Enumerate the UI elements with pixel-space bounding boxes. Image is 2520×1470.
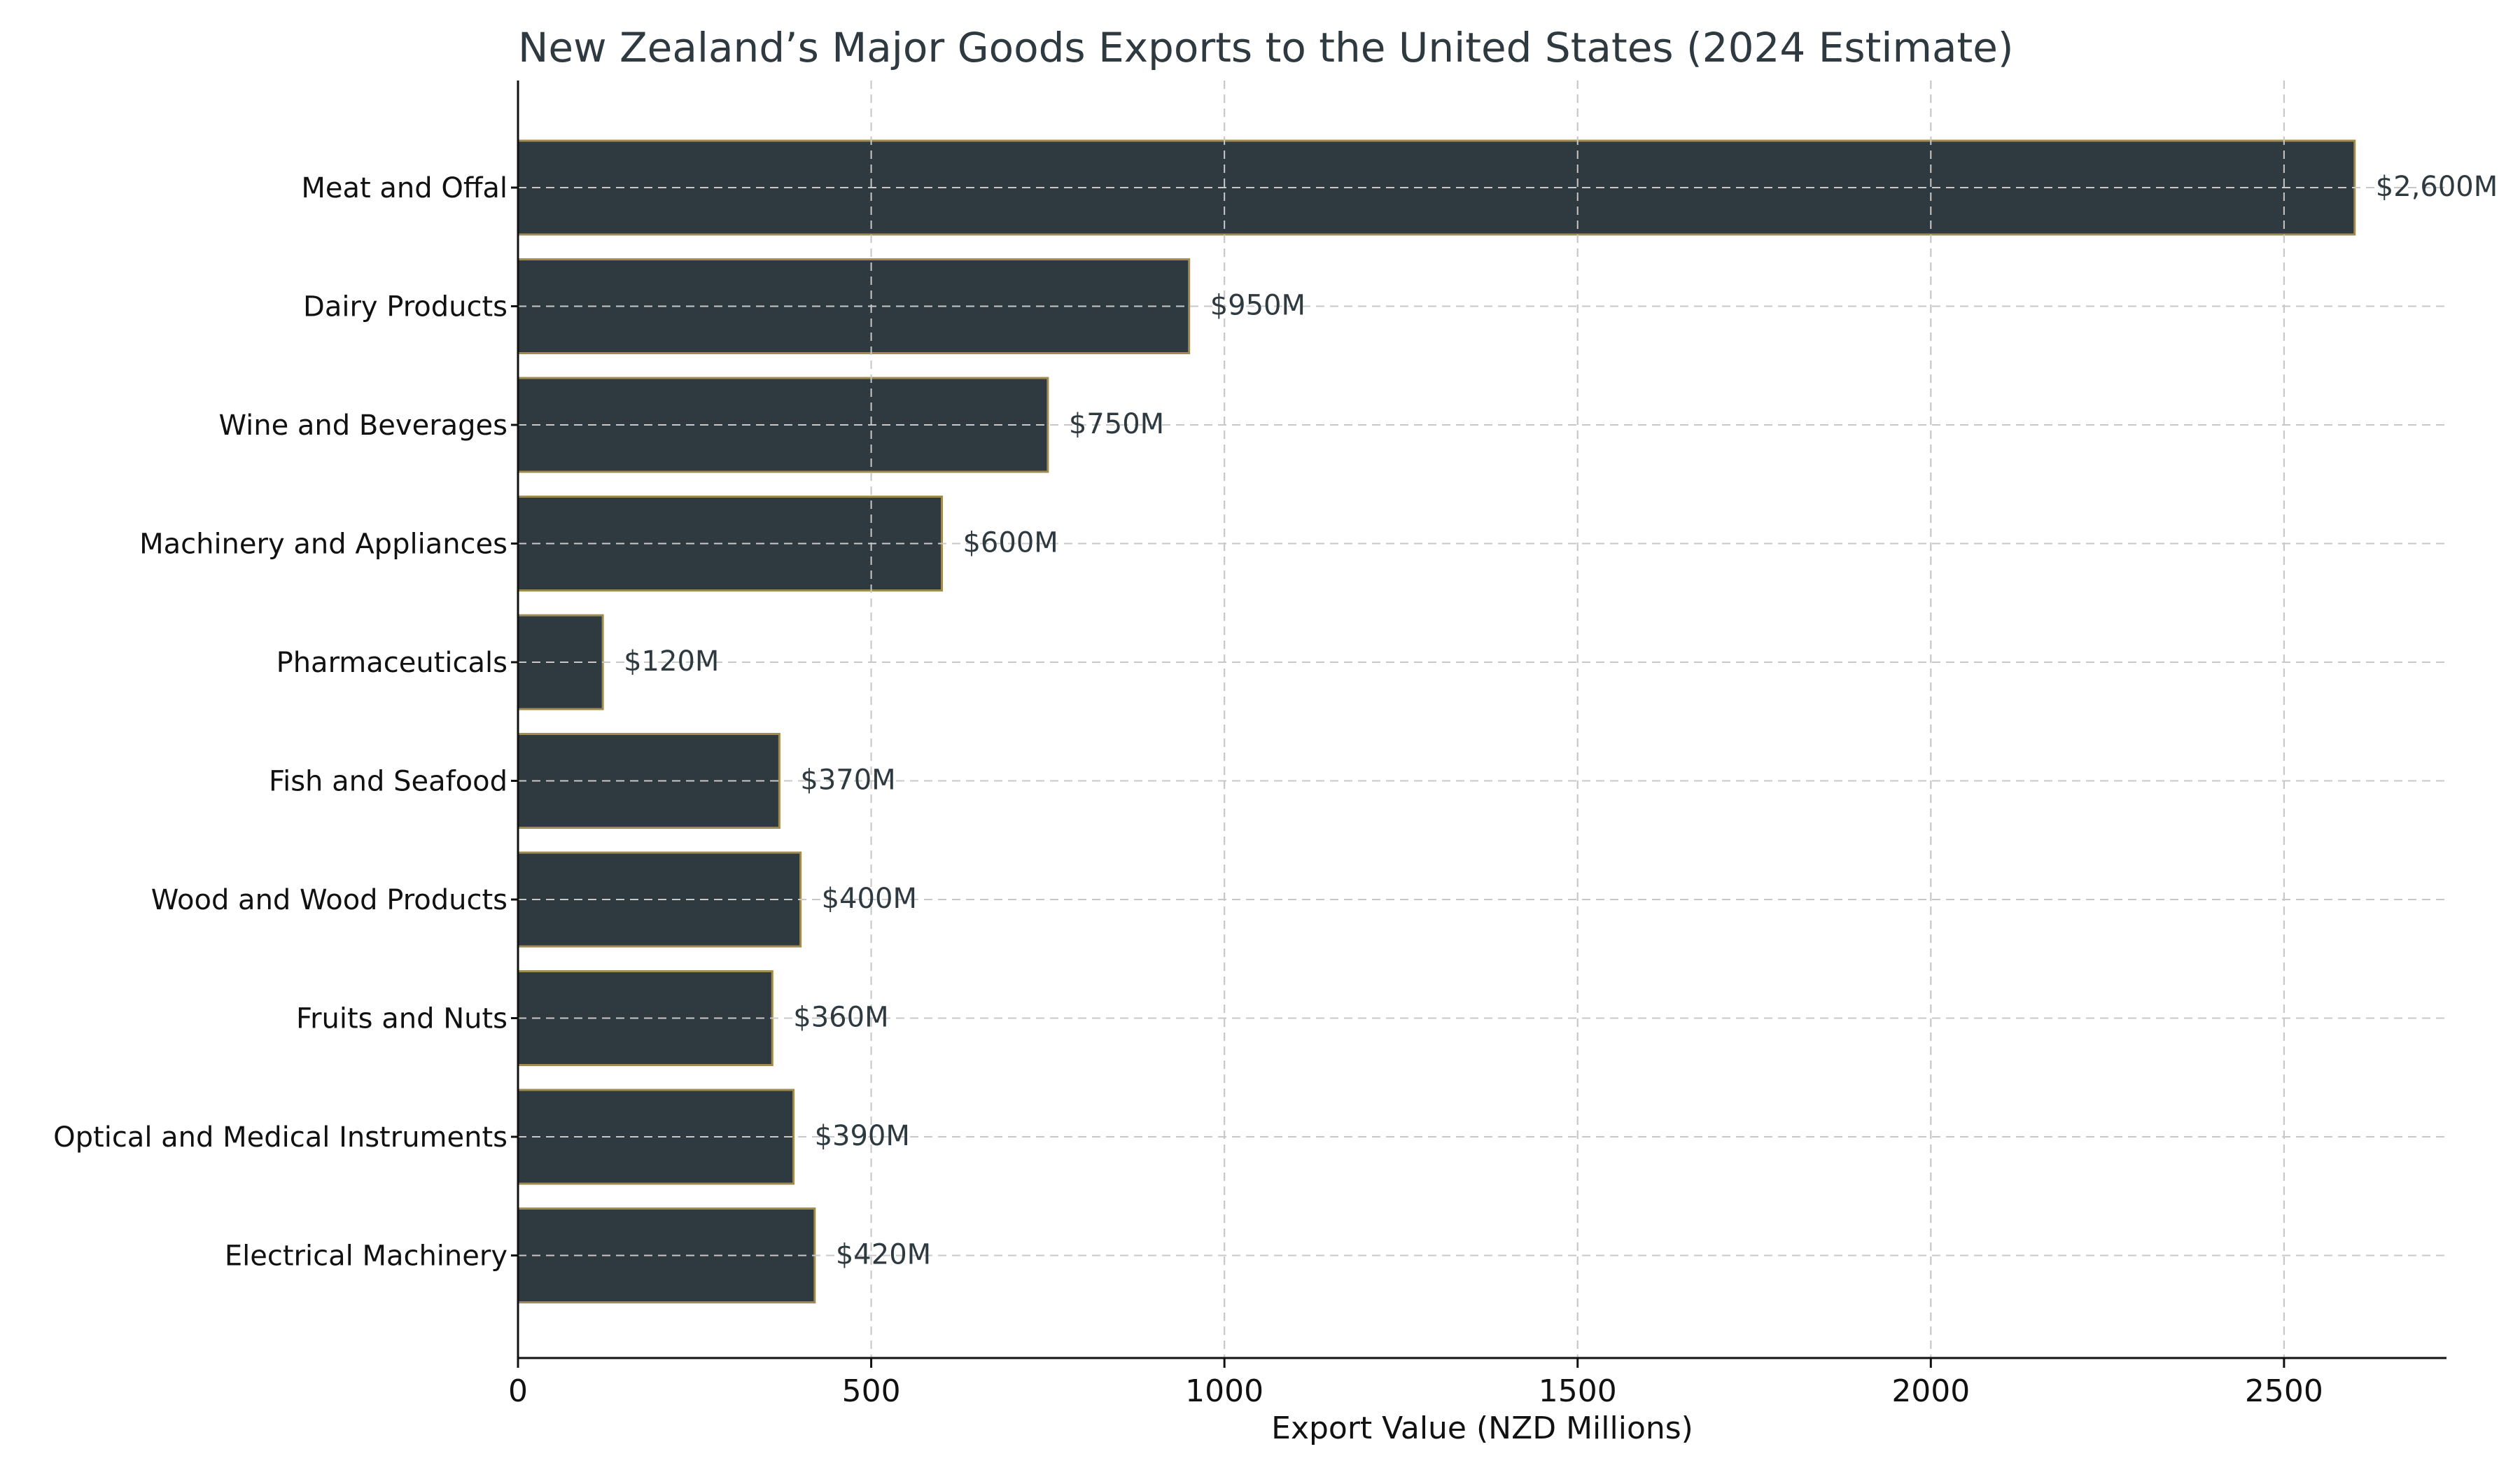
y-tick-label: Fish and Seafood (269, 766, 507, 798)
data-label: $750M (1069, 408, 1164, 440)
data-label: $420M (836, 1239, 931, 1271)
y-tick-label: Optical and Medical Instruments (53, 1121, 507, 1154)
x-tick-label: 500 (842, 1373, 901, 1409)
data-label: $360M (793, 1002, 888, 1034)
data-label: $600M (962, 527, 1058, 559)
x-tick-label: 2000 (1891, 1373, 1970, 1409)
data-label: $370M (800, 764, 895, 797)
data-label: $400M (822, 883, 917, 915)
bar (517, 1088, 795, 1185)
labels-layer: Meat and Offal $2,600M Dairy Products $950M… (53, 171, 2498, 1273)
data-label: $120M (624, 645, 719, 678)
x-axis-title: Export Value (NZD Millions) (1271, 1410, 1693, 1446)
x-tick-label: 1000 (1185, 1373, 1264, 1409)
y-tick-label: Wine and Beverages (218, 410, 507, 442)
x-tick-label: 1500 (1539, 1373, 1617, 1409)
y-tick-label: Fruits and Nuts (296, 1003, 507, 1035)
grid-overlay (870, 80, 2285, 1358)
y-tick-label: Wood and Wood Products (151, 884, 507, 916)
bars-layer (517, 139, 2356, 1303)
chart-title: New Zealand’s Major Goods Exports to the… (518, 24, 2014, 71)
bar (517, 258, 1191, 354)
y-tick-label: Machinery and Appliances (139, 528, 507, 561)
y-tick-label: Dairy Products (303, 291, 507, 323)
y-tick-label: Meat and Offal (301, 172, 507, 204)
data-label: $950M (1210, 290, 1306, 322)
axes-layer: 0 500 1000 1500 2000 2500 (508, 80, 2446, 1409)
x-tick-label: 0 (508, 1373, 528, 1409)
data-label: $390M (815, 1120, 910, 1152)
data-label: $2,600M (2376, 171, 2498, 203)
y-tick-label: Pharmaceuticals (276, 647, 507, 679)
y-tick-label: Electrical Machinery (225, 1240, 507, 1273)
x-tick-label: 2500 (2245, 1373, 2323, 1409)
